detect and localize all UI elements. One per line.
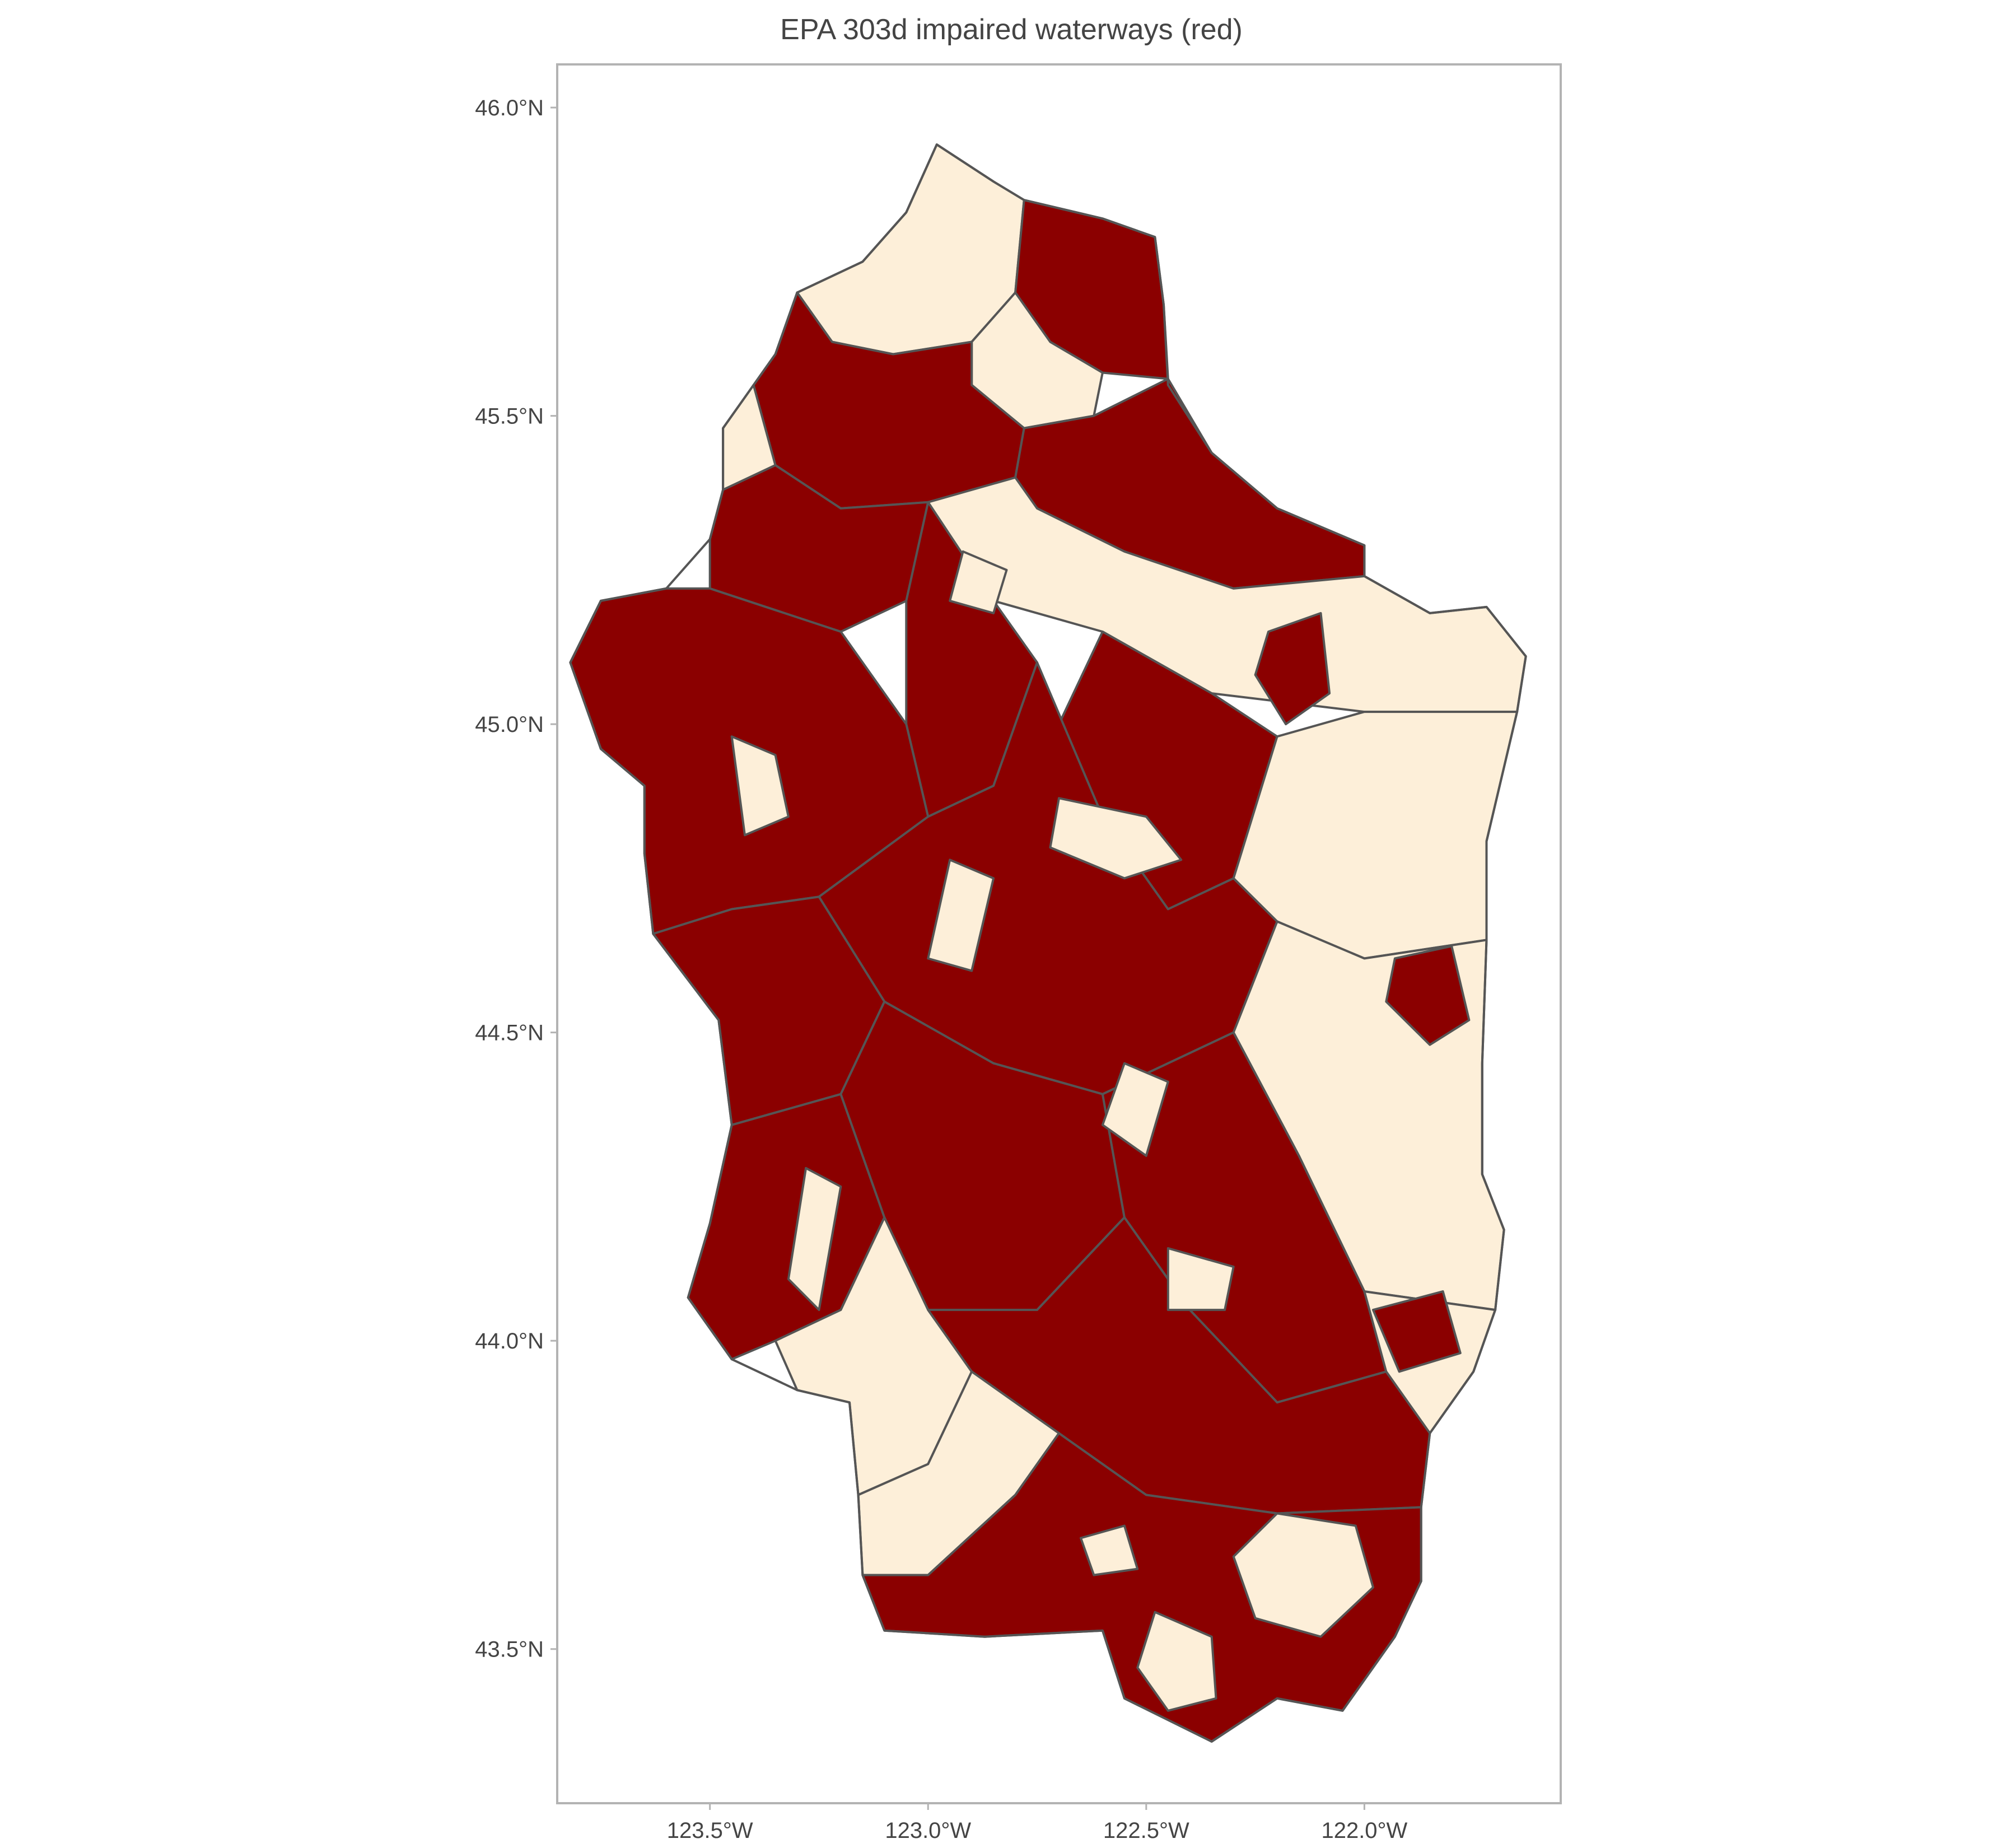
subbasin-layer [569,143,1527,1743]
subbasin-eastern-enclave [1385,945,1471,1046]
y-tick-label: 45.0°N [475,712,544,737]
basin-outline [569,143,1527,1743]
x-tick-label: 123.0°W [885,1818,971,1843]
subbasin-valley-pocket-e [1166,1247,1235,1312]
y-tick-label: 45.5°N [475,404,544,429]
subbasin-valley-pocket-d [787,1166,842,1312]
subbasin-hills-creek-pocket [1136,1611,1217,1712]
map-title: EPA 303d impaired waterways (red) [780,13,1243,46]
y-tick-label: 44.0°N [475,1329,544,1354]
x-tick-label: 122.0°W [1321,1818,1407,1843]
map-panel [556,63,1562,1804]
x-tick-label: 122.5°W [1103,1818,1189,1843]
y-tick-label: 43.5°N [475,1637,544,1662]
subbasin-valley-pocket-c [1101,1062,1169,1157]
x-axis: 123.5°W 123.0°W 122.5°W 122.0°W [667,1803,1408,1843]
y-tick-label: 44.5°N [475,1021,544,1046]
subbasin-valley-pocket-h [1080,1524,1139,1576]
y-tick-label: 46.0°N [475,96,544,120]
subbasin-upper-basin-pocket [1232,1512,1374,1638]
panel-frame [556,63,1562,1804]
subbasin-north-east-enclave [1254,612,1331,726]
subbasin-waldo-enclave [1372,1290,1462,1373]
y-axis: 46.0°N 45.5°N 45.0°N 44.5°N 44.0°N 43.5°N [475,96,557,1662]
subbasin-valley-pocket-a [1049,797,1183,880]
subbasin-valley-pocket-f [730,735,790,837]
x-tick-label: 123.5°W [667,1818,753,1843]
subbasin-valley-pocket-b [927,858,995,972]
subbasin-valley-pocket-g [949,550,1008,614]
